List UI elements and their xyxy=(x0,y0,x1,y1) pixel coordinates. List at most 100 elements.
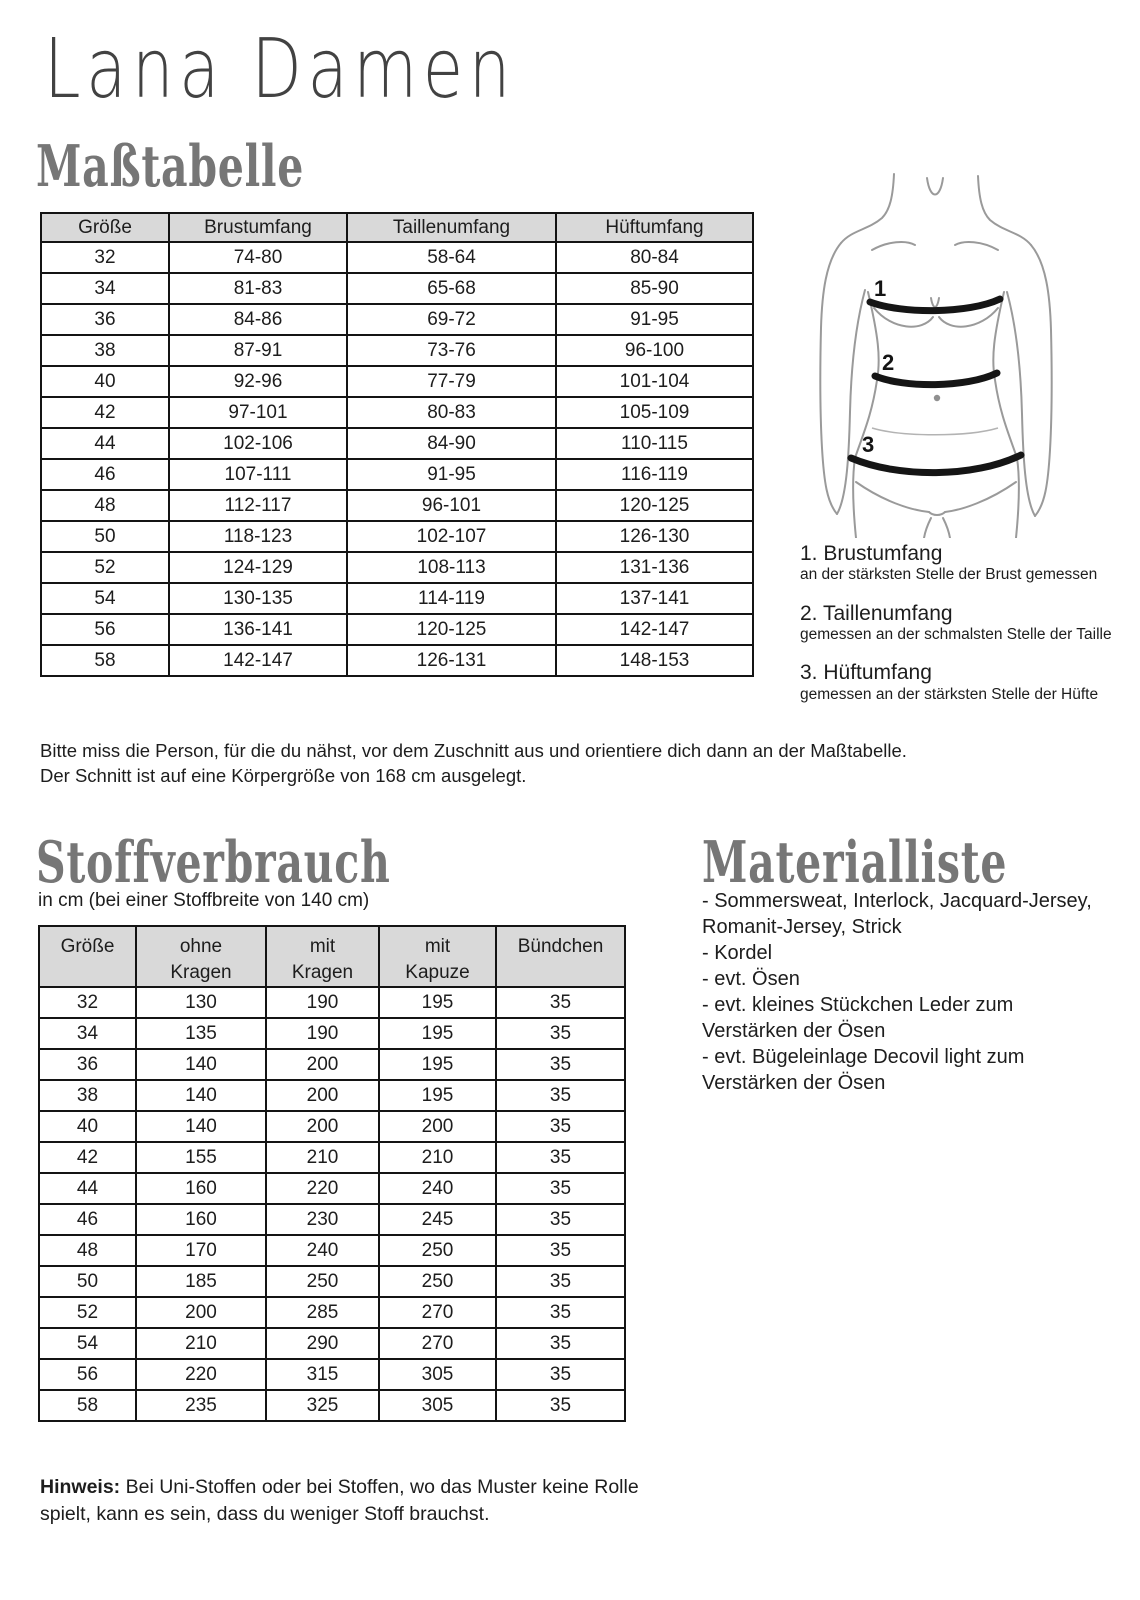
table-cell: 210 xyxy=(265,1141,380,1174)
table-cell: 35 xyxy=(495,986,626,1019)
material-item: - evt. Bügeleinlage Decovil light zum Ve… xyxy=(702,1046,1025,1094)
hinweis-note: Hinweis: Bei Uni-Stoffen oder bei Stoffe… xyxy=(40,1474,688,1528)
table-cell: 52 xyxy=(40,551,170,584)
table-cell: 38 xyxy=(40,334,170,367)
table-cell: 44 xyxy=(40,427,170,460)
table-cell: 35 xyxy=(495,1017,626,1050)
table-cell: 35 xyxy=(495,1141,626,1174)
bust-band xyxy=(866,295,1004,315)
torso-outline xyxy=(819,173,1053,538)
table-cell: 160 xyxy=(135,1172,267,1205)
material-item: - Kordel xyxy=(702,942,773,964)
table-cell: 80-84 xyxy=(555,241,754,274)
table-cell: 270 xyxy=(378,1327,497,1360)
table-cell: 305 xyxy=(378,1389,497,1422)
table-cell: 101-104 xyxy=(555,365,754,398)
table-cell: 54 xyxy=(40,582,170,615)
table-row: 38 87-91 73-76 96-100 xyxy=(40,334,754,367)
measurement-annotations: 1. Brustumfang an der stärksten Stelle d… xyxy=(800,542,1140,721)
table-cell: 65-68 xyxy=(346,272,557,305)
table-cell: 124-129 xyxy=(168,551,348,584)
table-cell: 230 xyxy=(265,1203,380,1236)
table-cell: 120-125 xyxy=(346,613,557,646)
table-cell: 140 xyxy=(135,1110,267,1143)
size-table: Größe Brustumfang Taillenumfang Hüftumfang 3… xyxy=(40,212,754,677)
table-cell: 140 xyxy=(135,1079,267,1112)
table-cell: 84-86 xyxy=(168,303,348,336)
table-cell: 325 xyxy=(265,1389,380,1422)
table-cell: 35 xyxy=(495,1389,626,1422)
table-cell: 36 xyxy=(40,303,170,336)
table-cell: 200 xyxy=(378,1110,497,1143)
table-cell: 170 xyxy=(135,1234,267,1267)
table-cell: 105-109 xyxy=(555,396,754,429)
table-cell: 195 xyxy=(378,1017,497,1050)
hip-band-label: 3 xyxy=(862,432,874,457)
table-cell: 137-141 xyxy=(555,582,754,615)
table-row: 52 200 285 270 35 xyxy=(38,1296,626,1329)
table-cell: 220 xyxy=(265,1172,380,1205)
table-cell: 190 xyxy=(265,986,380,1019)
table-cell: 35 xyxy=(495,1265,626,1298)
table-cell: 130-135 xyxy=(168,582,348,615)
table-cell: 40 xyxy=(38,1110,137,1143)
table-cell: 136-141 xyxy=(168,613,348,646)
table-cell: 50 xyxy=(40,520,170,553)
material-item: - evt. Ösen xyxy=(702,968,800,990)
table-row: 46 107-111 91-95 116-119 xyxy=(40,458,754,491)
stoffverbrauch-heading: Stoffverbrauch xyxy=(36,829,391,896)
table-cell: 118-123 xyxy=(168,520,348,553)
waist-band xyxy=(871,369,1001,389)
table-cell: 92-96 xyxy=(168,365,348,398)
table-cell: 35 xyxy=(495,1296,626,1329)
table-row: 34 135 190 195 35 xyxy=(38,1017,626,1050)
table-cell: 185 xyxy=(135,1265,267,1298)
table-cell: 135 xyxy=(135,1017,267,1050)
table-cell: 58-64 xyxy=(346,241,557,274)
table-cell: 77-79 xyxy=(346,365,557,398)
table-cell: 315 xyxy=(265,1358,380,1391)
table-cell: 44 xyxy=(38,1172,137,1205)
table-cell: 91-95 xyxy=(346,458,557,491)
bust-band-label: 1 xyxy=(874,276,886,301)
measure-note-line2: Der Schnitt ist auf eine Körpergröße von… xyxy=(40,765,527,786)
header-cell: ohne Kragen xyxy=(135,925,267,988)
table-cell: 35 xyxy=(495,1048,626,1081)
table-row: 38 140 200 195 35 xyxy=(38,1079,626,1112)
table-cell: 91-95 xyxy=(555,303,754,336)
annotation-desc: an der stärksten Stelle der Brust gemess… xyxy=(800,566,1098,584)
table-row: 32 74-80 58-64 80-84 xyxy=(40,241,754,274)
table-cell: 195 xyxy=(378,1048,497,1081)
table-cell: 35 xyxy=(495,1172,626,1205)
table-row: 36 140 200 195 35 xyxy=(38,1048,626,1081)
table-cell: 58 xyxy=(38,1389,137,1422)
table-row: 48 112-117 96-101 120-125 xyxy=(40,489,754,522)
table-cell: 210 xyxy=(378,1141,497,1174)
table-cell: 155 xyxy=(135,1141,267,1174)
measure-bands xyxy=(847,295,1025,477)
table-cell: 35 xyxy=(495,1234,626,1267)
table-cell: 210 xyxy=(135,1327,267,1360)
table-cell: 250 xyxy=(265,1265,380,1298)
table-cell: 35 xyxy=(495,1327,626,1360)
table-row: 42 97-101 80-83 105-109 xyxy=(40,396,754,429)
annotation-title: 1. Brustumfang xyxy=(800,542,943,565)
table-cell: 34 xyxy=(38,1017,137,1050)
table-cell: 46 xyxy=(40,458,170,491)
table-cell: 34 xyxy=(40,272,170,305)
table-cell: 46 xyxy=(38,1203,137,1236)
header-cell: Taillenumfang xyxy=(346,212,557,243)
table-cell: 35 xyxy=(495,1203,626,1236)
table-cell: 126-130 xyxy=(555,520,754,553)
table-cell: 84-90 xyxy=(346,427,557,460)
table-row: 40 92-96 77-79 101-104 xyxy=(40,365,754,398)
waist-band-label: 2 xyxy=(882,350,894,375)
table-row: 58 235 325 305 35 xyxy=(38,1389,626,1422)
table-cell: 35 xyxy=(495,1079,626,1112)
navel-dot xyxy=(933,394,941,402)
table-cell: 285 xyxy=(265,1296,380,1329)
table-cell: 200 xyxy=(265,1110,380,1143)
material-item: - evt. kleines Stückchen Leder zum Verst… xyxy=(702,994,1014,1042)
table-cell: 69-72 xyxy=(346,303,557,336)
